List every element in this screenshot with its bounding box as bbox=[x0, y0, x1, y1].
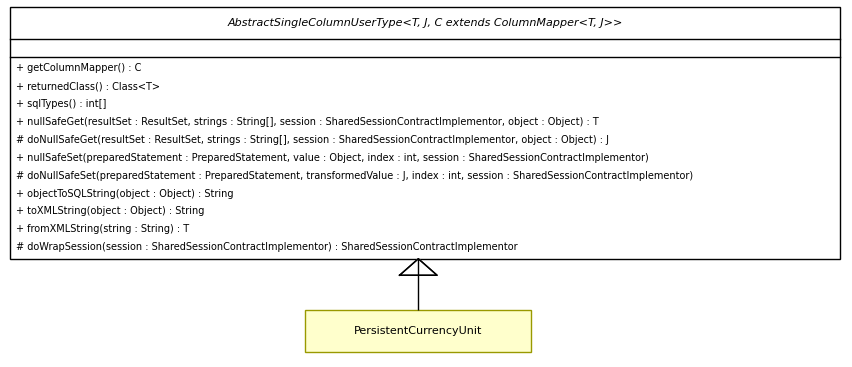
Text: # doWrapSession(session : SharedSessionContractImplementor) : SharedSessionContr: # doWrapSession(session : SharedSessionC… bbox=[16, 242, 518, 252]
Text: + sqlTypes() : int[]: + sqlTypes() : int[] bbox=[16, 99, 106, 109]
Text: + nullSafeGet(resultSet : ResultSet, strings : String[], session : SharedSession: + nullSafeGet(resultSet : ResultSet, str… bbox=[16, 117, 599, 127]
Bar bbox=[305, 310, 531, 352]
Text: AbstractSingleColumnUserType<T, J, C extends ColumnMapper<T, J>>: AbstractSingleColumnUserType<T, J, C ext… bbox=[227, 18, 623, 28]
Text: + returnedClass() : Class<T>: + returnedClass() : Class<T> bbox=[16, 81, 160, 91]
Text: + fromXMLString(string : String) : T: + fromXMLString(string : String) : T bbox=[16, 224, 189, 234]
Text: # doNullSafeSet(preparedStatement : PreparedStatement, transformedValue : J, ind: # doNullSafeSet(preparedStatement : Prep… bbox=[16, 171, 694, 181]
Polygon shape bbox=[400, 259, 437, 275]
Text: + objectToSQLString(object : Object) : String: + objectToSQLString(object : Object) : S… bbox=[16, 189, 233, 199]
Text: + getColumnMapper() : C: + getColumnMapper() : C bbox=[16, 63, 141, 73]
Text: # doNullSafeGet(resultSet : ResultSet, strings : String[], session : SharedSessi: # doNullSafeGet(resultSet : ResultSet, s… bbox=[16, 135, 609, 145]
Text: PersistentCurrencyUnit: PersistentCurrencyUnit bbox=[354, 326, 482, 336]
Bar bbox=[10, 7, 840, 259]
Text: + nullSafeSet(preparedStatement : PreparedStatement, value : Object, index : int: + nullSafeSet(preparedStatement : Prepar… bbox=[16, 153, 649, 163]
Text: + toXMLString(object : Object) : String: + toXMLString(object : Object) : String bbox=[16, 206, 204, 217]
